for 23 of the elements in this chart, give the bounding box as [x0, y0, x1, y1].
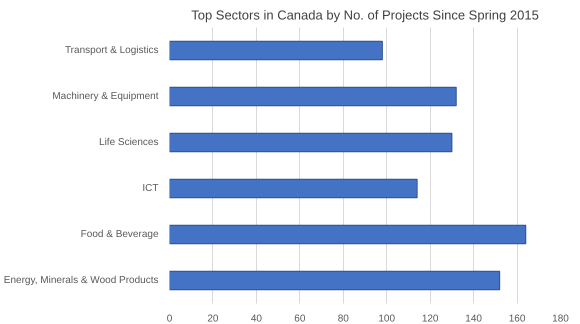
x-tick-label: 40	[250, 314, 262, 324]
bar	[170, 132, 452, 152]
bar	[170, 178, 418, 198]
x-tick-label: 80	[338, 314, 350, 324]
y-tick-label: ICT	[142, 183, 158, 194]
bar	[170, 224, 526, 244]
y-tick-label: Energy, Minerals & Wood Products	[4, 275, 159, 286]
bar	[170, 40, 383, 60]
y-tick-label: Life Sciences	[99, 137, 159, 148]
x-tick-label: 140	[465, 314, 482, 324]
x-tick-label: 100	[378, 314, 396, 324]
y-tick-label: Machinery & Equipment	[52, 91, 159, 102]
bar	[170, 86, 457, 106]
bar	[170, 270, 500, 290]
x-tick-label: 120	[422, 314, 439, 324]
chart-title: Top Sectors in Canada by No. of Projects Since Spring 2015	[191, 8, 539, 22]
y-tick-label: Food & Beverage	[80, 229, 159, 240]
x-tick-label: 160	[508, 314, 526, 324]
y-tick-label: Transport & Logistics	[64, 45, 159, 56]
x-tick-label: 180	[552, 314, 570, 324]
x-tick-label: 20	[207, 314, 219, 324]
x-tick-label: 60	[294, 314, 306, 324]
x-tick-label: 0	[166, 314, 173, 324]
